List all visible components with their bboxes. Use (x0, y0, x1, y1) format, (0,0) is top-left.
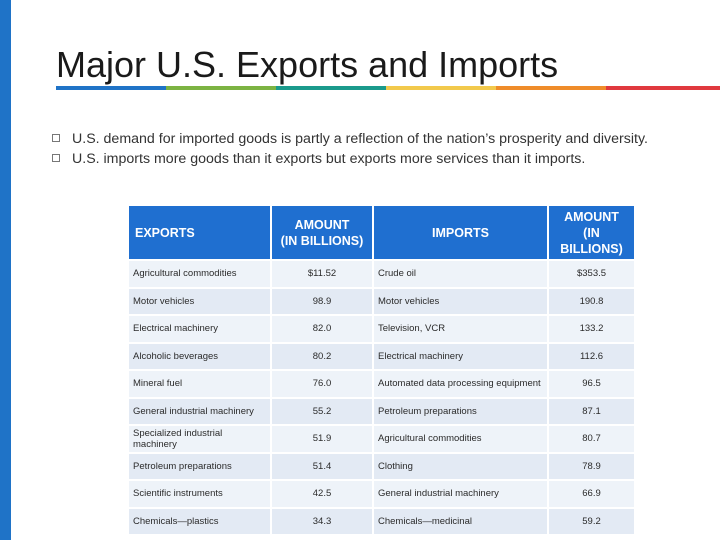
export-item: Specialized industrial machinery (127, 424, 272, 454)
table-row: Alcoholic beverages 80.2 Electrical mach… (127, 341, 636, 371)
export-item: General industrial machinery (127, 396, 272, 426)
import-item: Crude oil (372, 259, 549, 289)
export-amount: 51.9 (270, 424, 374, 454)
import-amount: 78.9 (547, 451, 636, 481)
table-row: Scientific instruments 42.5 General indu… (127, 479, 636, 509)
bullet-item: U.S. imports more goods than it exports … (52, 150, 692, 168)
export-amount: $11.52 (270, 259, 374, 289)
export-amount: 34.3 (270, 506, 374, 536)
table-row: Specialized industrial machinery 51.9 Ag… (127, 424, 636, 454)
export-item: Electrical machinery (127, 314, 272, 344)
import-amount: 190.8 (547, 286, 636, 316)
import-amount: 66.9 (547, 479, 636, 509)
export-amount: 76.0 (270, 369, 374, 399)
import-item: Television, VCR (372, 314, 549, 344)
import-amount: 59.2 (547, 506, 636, 536)
import-item: Electrical machinery (372, 341, 549, 371)
bullet-list: U.S. demand for imported goods is partly… (52, 130, 692, 170)
title-color-stripe (56, 86, 720, 90)
table-header-row: EXPORTS AMOUNT (IN BILLIONS) IMPORTS AMO… (127, 204, 636, 261)
slide-accent-bar (0, 0, 11, 540)
import-item: Motor vehicles (372, 286, 549, 316)
import-amount: 87.1 (547, 396, 636, 426)
import-item: Automated data processing equipment (372, 369, 549, 399)
header-line: AMOUNT (564, 209, 619, 224)
stripe-segment (496, 86, 606, 90)
table-row: Agricultural commodities $11.52 Crude oi… (127, 259, 636, 289)
data-table: EXPORTS AMOUNT (IN BILLIONS) IMPORTS AMO… (127, 204, 636, 536)
import-amount: 96.5 (547, 369, 636, 399)
import-item: General industrial machinery (372, 479, 549, 509)
column-header-imports-amount: AMOUNT (IN BILLIONS) (547, 204, 636, 261)
stripe-segment (386, 86, 496, 90)
export-amount: 80.2 (270, 341, 374, 371)
export-item: Alcoholic beverages (127, 341, 272, 371)
import-item: Agricultural commodities (372, 424, 549, 454)
bullet-text: U.S. imports more goods than it exports … (72, 151, 586, 167)
stripe-segment (56, 86, 166, 90)
slide-title: Major U.S. Exports and Imports (56, 44, 559, 85)
stripe-segment (606, 86, 720, 90)
column-header-imports: IMPORTS (372, 204, 549, 261)
import-item: Petroleum preparations (372, 396, 549, 426)
table-row: Chemicals—plastics 34.3 Chemicals—medici… (127, 506, 636, 536)
export-item: Agricultural commodities (127, 259, 272, 289)
header-line: (IN BILLIONS) (560, 225, 623, 256)
bullet-item: U.S. demand for imported goods is partly… (52, 130, 692, 148)
export-item: Chemicals—plastics (127, 506, 272, 536)
table-row: Motor vehicles 98.9 Motor vehicles 190.8 (127, 286, 636, 316)
header-line: (IN BILLIONS) (280, 233, 364, 248)
export-amount: 42.5 (270, 479, 374, 509)
export-item: Mineral fuel (127, 369, 272, 399)
exports-imports-table: EXPORTS AMOUNT (IN BILLIONS) IMPORTS AMO… (127, 204, 636, 536)
import-item: Clothing (372, 451, 549, 481)
export-amount: 51.4 (270, 451, 374, 481)
table-row: Electrical machinery 82.0 Television, VC… (127, 314, 636, 344)
import-amount: $353.5 (547, 259, 636, 289)
table-row: Mineral fuel 76.0 Automated data process… (127, 369, 636, 399)
bullet-text: U.S. demand for imported goods is partly… (72, 131, 648, 147)
import-amount: 112.6 (547, 341, 636, 371)
export-amount: 55.2 (270, 396, 374, 426)
column-header-exports: EXPORTS (127, 204, 272, 261)
square-bullet-icon (52, 154, 60, 162)
table-row: General industrial machinery 55.2 Petrol… (127, 396, 636, 426)
stripe-segment (166, 86, 276, 90)
import-amount: 133.2 (547, 314, 636, 344)
column-header-exports-amount: AMOUNT (IN BILLIONS) (270, 204, 374, 261)
export-item: Petroleum preparations (127, 451, 272, 481)
export-amount: 98.9 (270, 286, 374, 316)
export-item: Scientific instruments (127, 479, 272, 509)
table-row: Petroleum preparations 51.4 Clothing 78.… (127, 451, 636, 481)
export-amount: 82.0 (270, 314, 374, 344)
header-line: AMOUNT (294, 217, 350, 232)
square-bullet-icon (52, 134, 60, 142)
import-item: Chemicals—medicinal (372, 506, 549, 536)
stripe-segment (276, 86, 386, 90)
export-item: Motor vehicles (127, 286, 272, 316)
import-amount: 80.7 (547, 424, 636, 454)
